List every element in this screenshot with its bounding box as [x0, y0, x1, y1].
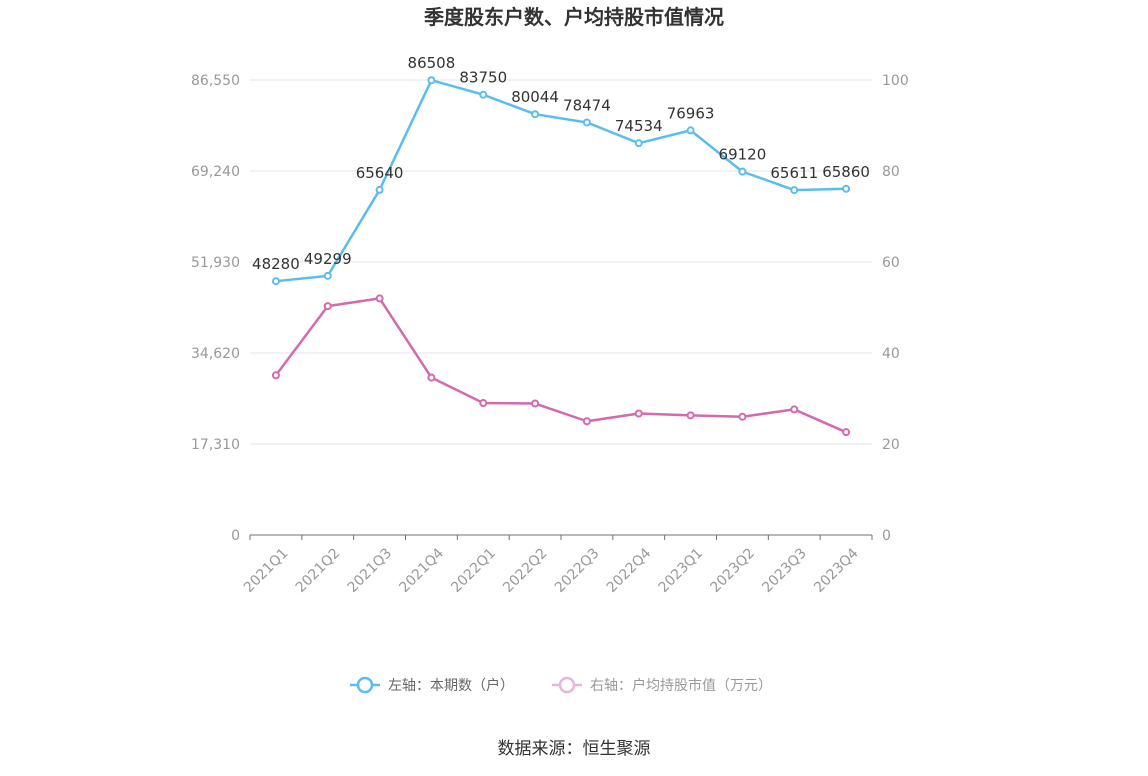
- left-tick-label: 86,550: [191, 73, 240, 89]
- data-point: [531, 110, 540, 119]
- data-point: [842, 184, 851, 193]
- right-tick-label: 0: [882, 528, 891, 544]
- data-point: [323, 302, 332, 311]
- x-tick-label: 2021Q3: [345, 545, 396, 596]
- data-label: 65860: [822, 163, 870, 181]
- data-point: [634, 139, 643, 148]
- x-tick-label: 2023Q1: [656, 545, 707, 596]
- left-tick-label: 34,620: [191, 346, 240, 362]
- data-label: 76963: [667, 104, 715, 122]
- data-point: [479, 399, 488, 408]
- data-point: [686, 411, 695, 420]
- data-label: 48280: [252, 255, 300, 273]
- data-label: 49299: [304, 250, 352, 268]
- legend-item-holders[interactable]: 左轴：本期数（户）: [350, 676, 514, 694]
- data-label: 86508: [408, 54, 456, 72]
- x-axis: 2021Q1 2021Q2 2021Q3 2021Q4 2022Q1 2022Q2 2022…: [241, 534, 873, 596]
- data-label: 80044: [511, 88, 559, 106]
- series-line: [275, 78, 847, 283]
- data-point: [271, 277, 280, 286]
- x-tick-label: 2021Q1: [241, 545, 292, 596]
- series-line: [274, 297, 847, 434]
- data-label: 74534: [615, 117, 663, 135]
- legend-label: 左轴：本期数（户）: [388, 677, 514, 694]
- data-point: [375, 185, 384, 194]
- data-label: 78474: [563, 96, 611, 114]
- left-tick-label: 0: [231, 528, 240, 544]
- legend-marker: [356, 676, 374, 694]
- data-point: [582, 118, 591, 127]
- data-point: [842, 428, 851, 437]
- x-tick-label: 2022Q3: [552, 545, 603, 596]
- x-tick-label: 2023Q3: [759, 545, 810, 596]
- data-point: [686, 126, 695, 135]
- x-tick-label: 2021Q2: [293, 545, 344, 596]
- x-tick-label: 2022Q1: [448, 545, 499, 596]
- source-text: 数据来源：恒生聚源: [498, 739, 651, 759]
- legend-label: 右轴：户均持股市值（万元）: [590, 677, 772, 694]
- right-tick-label: 20: [882, 437, 900, 453]
- x-tick-label: 2023Q2: [707, 545, 758, 596]
- data-label: 65640: [356, 164, 404, 182]
- chart-title: 季度股东户数、户均持股市值情况: [423, 5, 724, 29]
- data-point: [582, 417, 591, 426]
- x-tick-label: 2022Q4: [604, 545, 655, 596]
- data-point: [790, 405, 799, 414]
- data-label: 69120: [719, 146, 767, 164]
- right-axis: 0 20 40 60 80 100: [882, 73, 909, 544]
- left-tick-label: 17,310: [191, 437, 240, 453]
- x-tick-label: 2023Q4: [811, 545, 862, 596]
- data-point: [531, 399, 540, 408]
- data-label: 83750: [459, 69, 507, 87]
- x-tick-label: 2021Q4: [396, 545, 447, 596]
- legend-item-avg-value[interactable]: 右轴：户均持股市值（万元）: [552, 676, 772, 694]
- legend[interactable]: 左轴：本期数（户） 右轴：户均持股市值（万元）: [350, 676, 772, 694]
- data-point: [271, 371, 280, 380]
- right-tick-label: 80: [882, 164, 900, 180]
- data-point: [634, 409, 643, 418]
- data-point: [738, 412, 747, 421]
- data-point: [479, 90, 488, 99]
- series-avg-value: [271, 294, 851, 437]
- left-tick-label: 51,930: [191, 255, 240, 271]
- right-tick-label: 100: [882, 73, 909, 89]
- data-point: [323, 271, 332, 280]
- right-tick-label: 40: [882, 346, 900, 362]
- data-point: [427, 76, 436, 85]
- legend-marker: [558, 676, 576, 694]
- x-tick-label: 2022Q2: [500, 545, 551, 596]
- right-tick-label: 60: [882, 255, 900, 271]
- data-point: [427, 373, 436, 382]
- grid-lines: [250, 79, 872, 445]
- data-point: [738, 167, 747, 176]
- left-tick-label: 69,240: [191, 164, 240, 180]
- data-label: 65611: [770, 164, 818, 182]
- data-point: [790, 186, 799, 195]
- data-point: [375, 294, 384, 303]
- left-axis: 0 17,310 34,620 51,930 69,240 86,550: [191, 73, 240, 544]
